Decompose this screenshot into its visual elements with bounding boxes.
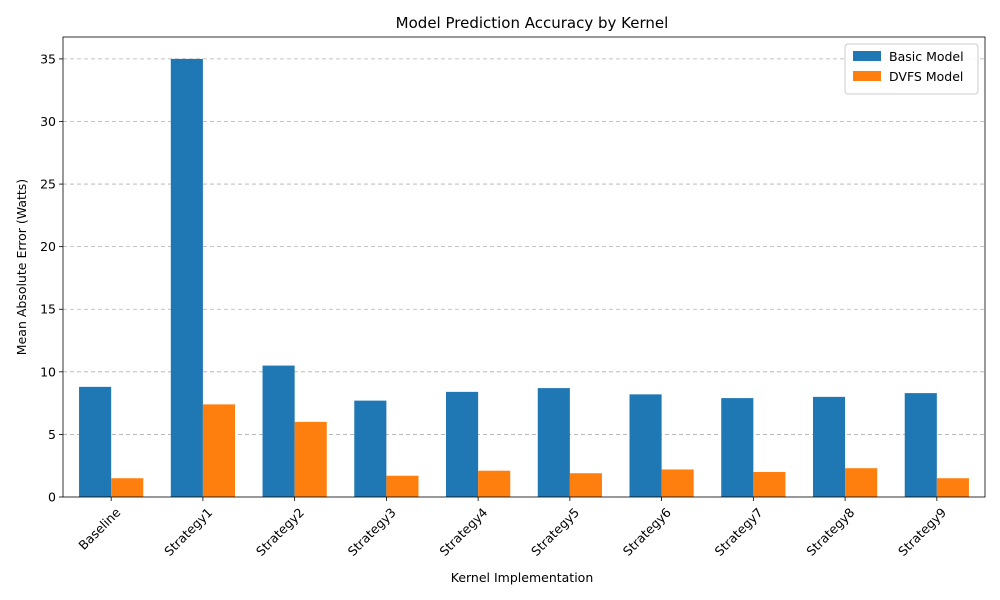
bar-basic-model-strategy8 [812,396,846,497]
x-ticks: Baseline Strategy1 Strategy2 Strategy3 Strat… [75,497,949,559]
chart-title: Model Prediction Accuracy by Kernel [396,14,669,32]
bar-dvfs-model-strategy3 [386,475,419,497]
x-tick-label: Strategy2 [253,505,307,559]
x-tick-label: Strategy7 [712,505,766,559]
y-tick-label: 20 [40,239,56,254]
bar-basic-model-strategy6 [629,394,662,497]
bar-basic-model-strategy4 [446,391,479,497]
x-tick-label: Strategy4 [436,505,490,559]
bar-basic-model-strategy5 [537,388,570,497]
legend-swatch [853,71,881,81]
y-axis-label: Mean Absolute Error (Watts) [14,179,29,355]
axes [62,36,986,498]
legend: Basic Model DVFS Model [844,43,979,95]
y-tick-label: 15 [40,302,56,317]
y-tick-label: 25 [40,177,56,192]
bar-basic-model-strategy9 [904,393,937,497]
x-tick-label: Strategy1 [161,505,215,559]
bar-dvfs-model-strategy9 [936,478,969,497]
bar-dvfs-model-strategy6 [661,469,694,497]
bar-dvfs-model-baseline [111,478,144,497]
bar-basic-model-strategy7 [721,398,754,497]
x-tick-label: Strategy5 [528,505,582,559]
bar-basic-model-strategy2 [262,365,295,497]
legend-label: DVFS Model [889,69,963,84]
legend-label: Basic Model [889,49,964,64]
bar-basic-model-strategy3 [354,400,387,497]
x-tick-label: Strategy3 [345,505,399,559]
bar-dvfs-model-strategy2 [294,421,327,497]
x-tick-label: Baseline [75,504,123,552]
bar-basic-model-baseline [79,386,112,497]
bar-dvfs-model-strategy7 [753,471,786,497]
bar-basic-model-strategy1 [170,58,203,498]
bar-dvfs-model-strategy4 [478,470,511,497]
bar-dvfs-model-strategy5 [569,473,602,497]
plot-frame [62,36,986,498]
y-tick-label: 30 [40,114,56,129]
bars [79,58,969,498]
y-tick-label: 0 [48,490,56,505]
bar-dvfs-model-strategy1 [202,404,236,497]
x-axis-label: Kernel Implementation [451,570,594,585]
y-tick-label: 35 [40,51,56,66]
x-tick-label: Strategy8 [803,505,857,559]
bar-dvfs-model-strategy8 [845,468,878,497]
legend-swatch [853,51,881,61]
y-tick-label: 10 [40,364,56,379]
y-ticks: 0 5 10 15 20 25 30 35 [40,51,63,505]
x-tick-label: Strategy6 [620,505,674,559]
x-tick-label: Strategy9 [895,505,949,559]
y-tick-label: 5 [48,427,56,442]
